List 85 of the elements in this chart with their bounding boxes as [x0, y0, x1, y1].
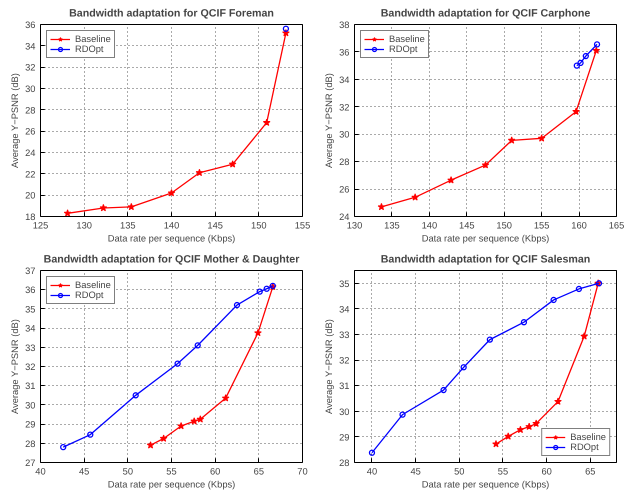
y-tick-label: 35	[339, 278, 350, 289]
y-tick-label: 33	[25, 342, 36, 353]
y-tick-label: 24	[339, 212, 350, 222]
x-tick-label: 140	[422, 220, 438, 230]
legend-label: RDOpt	[389, 44, 418, 54]
y-tick-label: 34	[339, 74, 350, 85]
y-tick-label: 28	[25, 105, 36, 116]
x-tick-label: 130	[346, 220, 362, 230]
legend-label: Baseline	[75, 280, 111, 290]
x-tick-label: 155	[294, 220, 310, 230]
x-tick-label: 40	[366, 466, 378, 476]
x-tick-label: 55	[166, 466, 177, 476]
y-axis-title: Average Y−PSNR (dB)	[324, 319, 334, 414]
y-tick-label: 35	[25, 304, 36, 314]
y-tick-label: 24	[25, 148, 36, 158]
legend-label: Baseline	[75, 34, 111, 44]
x-tick-label: 145	[207, 220, 223, 230]
y-tick-label: 31	[339, 381, 350, 392]
x-tick-label: 40	[35, 466, 46, 476]
x-axis-title: Data rate per sequence (Kbps)	[422, 480, 550, 490]
y-tick-label: 36	[25, 20, 36, 30]
legend-label: RDOpt	[570, 442, 599, 452]
x-tick-label: 155	[534, 220, 550, 230]
y-tick-label: 29	[25, 420, 36, 430]
chart-title: Bandwidth adaptation for QCIF Mother & Daughter	[44, 254, 300, 266]
y-tick-label: 20	[25, 190, 36, 201]
x-tick-label: 160	[571, 220, 587, 230]
x-tick-label: 135	[384, 220, 400, 230]
x-tick-label: 140	[164, 220, 180, 230]
y-tick-label: 30	[339, 406, 350, 417]
x-tick-label: 130	[76, 220, 92, 230]
y-tick-label: 30	[25, 84, 36, 94]
x-axis-title: Data rate per sequence (Kbps)	[108, 480, 236, 490]
x-tick-label: 65	[254, 466, 264, 476]
y-tick-label: 22	[25, 169, 36, 180]
x-tick-label: 65	[585, 466, 596, 476]
chart-title: Bandwidth adaptation for QCIF Salesman	[380, 254, 590, 266]
x-tick-label: 50	[454, 466, 465, 476]
x-tick-label: 70	[297, 466, 308, 476]
y-tick-label: 28	[25, 438, 36, 449]
x-tick-label: 45	[410, 466, 421, 476]
y-tick-label: 36	[25, 285, 36, 296]
y-tick-label: 32	[25, 362, 36, 372]
y-tick-label: 34	[25, 41, 36, 52]
y-tick-label: 30	[339, 130, 350, 140]
x-axis-title: Data rate per sequence (Kbps)	[422, 234, 550, 244]
y-tick-label: 28	[339, 458, 350, 468]
y-tick-label: 30	[25, 400, 36, 410]
y-tick-label: 28	[339, 157, 350, 168]
y-tick-label: 32	[25, 62, 36, 73]
x-tick-label: 145	[459, 220, 475, 230]
x-tick-label: 165	[608, 220, 624, 230]
y-tick-label: 38	[339, 20, 350, 30]
y-tick-label: 27	[25, 458, 36, 468]
x-tick-label: 150	[251, 220, 267, 230]
y-tick-label: 37	[25, 266, 36, 276]
y-tick-label: 26	[339, 184, 350, 195]
y-tick-label: 29	[339, 432, 350, 442]
legend-label: Baseline	[389, 34, 425, 44]
y-axis-title: Average Y−PSNR (dB)	[10, 73, 20, 168]
x-tick-label: 55	[498, 466, 508, 476]
legend-label: RDOpt	[75, 290, 104, 300]
y-tick-label: 33	[339, 330, 350, 340]
x-tick-label: 60	[210, 466, 220, 476]
chart-title: Bandwidth adaptation for QCIF Carphone	[380, 8, 590, 20]
y-tick-label: 32	[339, 356, 350, 366]
x-tick-label: 45	[78, 466, 90, 476]
y-tick-label: 18	[25, 212, 36, 222]
y-tick-label: 34	[339, 304, 350, 314]
x-axis-title: Data rate per sequence (Kbps)	[108, 234, 236, 244]
legend-label: Baseline	[570, 432, 606, 442]
x-tick-label: 125	[32, 220, 48, 230]
legend-label: RDOpt	[75, 44, 104, 54]
chart-title: Bandwidth adaptation for QCIF Foreman	[69, 8, 274, 20]
y-tick-label: 31	[25, 381, 36, 392]
y-tick-label: 26	[25, 126, 36, 137]
y-axis-title: Average Y−PSNR (dB)	[10, 319, 20, 414]
y-tick-label: 36	[339, 47, 350, 58]
y-tick-label: 32	[339, 102, 350, 112]
x-tick-label: 50	[122, 466, 134, 476]
x-tick-label: 60	[541, 466, 552, 476]
x-tick-label: 150	[496, 220, 512, 230]
x-tick-label: 135	[120, 220, 136, 230]
y-axis-title: Average Y−PSNR (dB)	[324, 73, 334, 168]
y-tick-label: 34	[25, 324, 36, 334]
